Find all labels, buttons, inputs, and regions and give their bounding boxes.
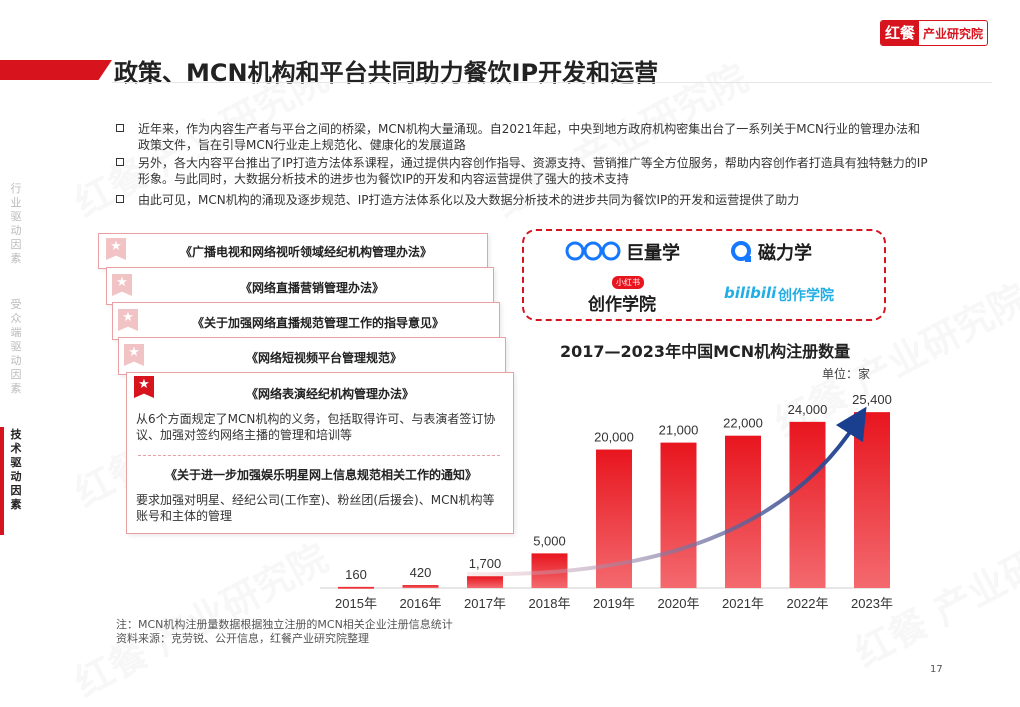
policy-card — [112, 302, 500, 340]
x-tick-label: 2015年 — [335, 596, 377, 611]
bullet-item: 由此可见，MCN机构的涌现及逐步规范、IP打造方法体系化以及大数据分析技术的进步… — [116, 192, 928, 208]
bar-2022年 — [789, 421, 826, 588]
x-tick-label: 2016年 — [400, 596, 442, 611]
side-nav-item-technology[interactable]: 技术驱动因素 — [10, 428, 22, 511]
bar-2021年 — [725, 435, 761, 588]
policy-card-expanded — [126, 372, 514, 534]
bili-logo: bilibili — [724, 284, 777, 302]
x-tick-label: 2020年 — [658, 596, 700, 611]
star-icon: ★ — [112, 274, 132, 296]
star-icon: ★ — [118, 309, 138, 331]
xhs-badge: 小红书 — [612, 276, 644, 289]
x-tick-label: 2018年 — [529, 596, 571, 611]
data-label: 160 — [345, 567, 367, 582]
brand-logo: 红餐 产业研究院 — [880, 20, 989, 46]
bullet-text: 由此可见，MCN机构的涌现及逐步规范、IP打造方法体系化以及大数据分析技术的进步… — [138, 193, 800, 207]
bullet-item: 另外，各大内容平台推出了IP打造方法体系课程，通过提供内容创作指导、资源支持、营… — [116, 155, 928, 187]
bullet-text: 近年来，作为内容生产者与平台之间的桥梁，MCN机构大量涌现。自2021年起，中央… — [138, 122, 920, 152]
policy-detail: 从6个方面规定了MCN机构的义务，包括取得许可、与表演者签订协议、加强对签约网络… — [136, 412, 496, 442]
card-divider — [138, 455, 500, 456]
data-label: 5,000 — [533, 533, 566, 548]
x-tick-label: 2019年 — [593, 596, 635, 611]
policy-title: 《网络表演经纪机构管理办法》 — [245, 387, 414, 401]
x-tick-label: 2021年 — [722, 596, 764, 611]
data-label: 20,000 — [594, 430, 634, 445]
policy-title: 《关于加强网络直播规范管理工作的指导意见》 — [191, 316, 444, 330]
side-nav-item-audience[interactable]: 受众端驱动因素 — [10, 298, 22, 395]
chart-note: 注：MCN机构注册量数据根据独立注册的MCN相关企业注册信息统计 — [116, 618, 453, 631]
header-accent-bar — [0, 60, 112, 80]
data-label: 1,700 — [469, 556, 502, 571]
platform-cili: 磁力学 — [758, 243, 812, 264]
star-icon: ★ — [134, 376, 154, 398]
data-label: 22,000 — [723, 416, 763, 431]
star-icon: ★ — [106, 238, 126, 260]
platforms-box — [522, 229, 886, 321]
platform-xhs: 创作学院 — [588, 295, 656, 315]
bullet-square-icon — [116, 195, 124, 203]
data-label: 24,000 — [788, 402, 828, 417]
policy-card — [106, 267, 494, 305]
bar-2020年 — [660, 442, 697, 588]
chart-unit: 单位：家 — [822, 367, 871, 381]
platform-bili: 创作学院 — [778, 288, 834, 304]
side-nav-item-industry[interactable]: 行业驱动因素 — [10, 182, 22, 265]
policy-title: 《关于进一步加强娱乐明星网上信息规范相关工作的通知》 — [164, 468, 477, 482]
policy-card — [98, 233, 488, 269]
bullet-text: 另外，各大内容平台推出了IP打造方法体系课程，通过提供内容创作指导、资源支持、营… — [138, 156, 928, 186]
policy-title: 《广播电视和网络视听领域经纪机构管理办法》 — [179, 245, 432, 259]
title-divider — [112, 82, 992, 83]
logo-mark: 红餐 — [881, 21, 920, 45]
x-tick-label: 2017年 — [464, 596, 506, 611]
chart-title: 2017—2023年中国MCN机构注册数量 — [560, 342, 851, 361]
data-label: 25,400 — [852, 392, 892, 407]
bullet-square-icon — [116, 158, 124, 166]
page-number: 17 — [930, 664, 943, 675]
trend-arrow — [466, 406, 867, 577]
star-icon: ★ — [124, 344, 144, 366]
cili-logo-icon — [731, 241, 751, 262]
bar-2023年 — [854, 412, 890, 588]
side-nav-active-marker — [0, 427, 4, 535]
policy-detail: 要求加强对明星、经纪公司(工作室)、粉丝团(后援会)、MCN机构等账号和主体的管… — [136, 493, 495, 523]
bullet-item: 近年来，作为内容生产者与平台之间的桥梁，MCN机构大量涌现。自2021年起，中央… — [116, 121, 928, 153]
policy-card — [118, 337, 506, 375]
platform-juliang: 巨量学 — [626, 243, 680, 264]
bullet-square-icon — [116, 124, 124, 132]
logo-text: 产业研究院 — [923, 26, 984, 41]
policy-title: 《网络短视频平台管理规范》 — [245, 351, 402, 365]
bar-chart: 160 2015年 420 2016年 1,700 2017年 5,000 2018年 20,0… — [320, 392, 893, 611]
bar-2017年 — [467, 576, 503, 588]
bar-2015年 — [338, 586, 374, 589]
source-note: 资料来源：克劳锐、公开信息，红餐产业研究院整理 — [116, 632, 369, 645]
policy-title: 《网络直播营销管理办法》 — [239, 281, 384, 295]
juliang-logo-icon — [565, 241, 621, 261]
x-tick-label: 2023年 — [851, 596, 893, 611]
bar-2016年 — [402, 585, 439, 588]
data-label: 420 — [410, 565, 432, 580]
data-label: 21,000 — [659, 423, 699, 438]
x-tick-label: 2022年 — [787, 596, 829, 611]
